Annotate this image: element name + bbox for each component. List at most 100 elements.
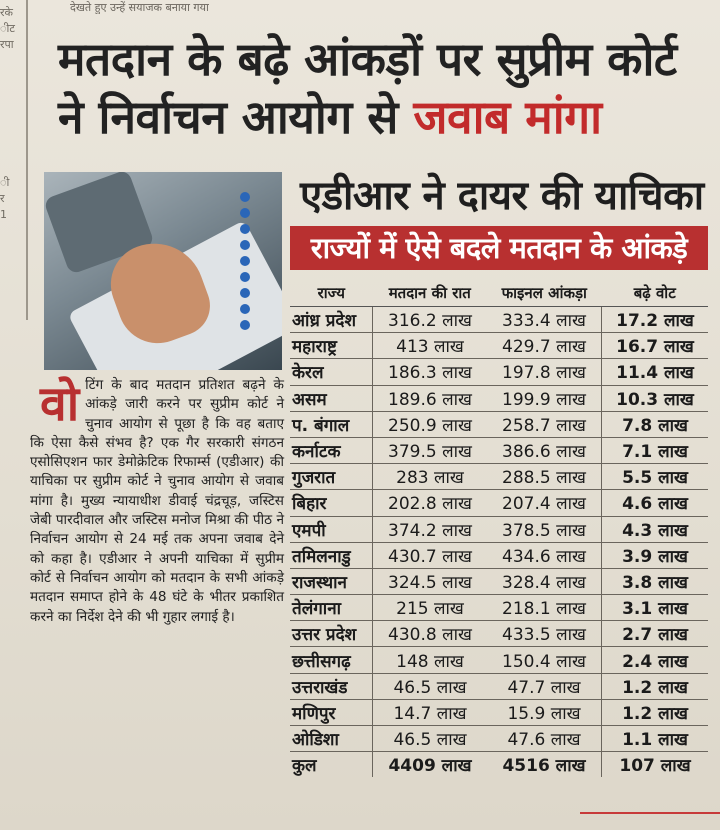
header-increase: बढ़े वोट [601,280,708,307]
cell-increase: 16.7 लाख [601,332,708,360]
headline-line2: ने निर्वाचन आयोग से जवाब मांगा [58,88,708,146]
cell-increase: 2.4 लाख [601,646,708,674]
cell-state: राजस्थान [290,568,373,596]
cell-final: 386.6 लाख [487,437,602,465]
header-poll-night: मतदान की रात [372,280,487,307]
cell-state: ओडिशा [290,725,373,753]
column-divider [26,0,28,320]
cell-increase: 2.7 लाख [601,620,708,648]
cell-increase: 1.1 लाख [601,725,708,753]
table-row: राजस्थान 324.5 लाख 328.4 लाख 3.8 लाख [290,568,708,596]
cell-poll-night: 379.5 लाख [372,437,487,465]
article-text: टिंग के बाद मतदान प्रतिशत बढ़ने के आंकड़… [30,377,284,625]
headline-line1: मतदान के बढ़े आंकड़ों पर सुप्रीम कोर्ट [58,32,677,86]
cell-final: 429.7 लाख [487,332,602,360]
cell-poll-night: 250.9 लाख [372,411,487,438]
dropcap: वो [40,376,80,432]
cell-final: 47.7 लाख [487,673,602,700]
headline: मतदान के बढ़े आंकड़ों पर सुप्रीम कोर्ट न… [58,30,708,146]
cell-state: आंध्र प्रदेश [290,306,373,334]
cell-poll-night: 14.7 लाख [372,699,487,727]
cell-increase: 3.8 लाख [601,568,708,596]
table-row: ओडिशा 46.5 लाख 47.6 लाख 1.1 लाख [290,725,708,753]
table-row: तमिलनाडु 430.7 लाख 434.6 लाख 3.9 लाख [290,542,708,569]
total-cell-final: 4516 लाख [502,756,586,777]
table-row: एमपी 374.2 लाख 378.5 लाख 4.3 लाख [290,516,708,543]
cell-poll-night: 430.8 लाख [372,620,487,648]
table-row: असम 189.6 लाख 199.9 लाख 10.3 लाख [290,385,708,412]
table-row: तेलंगाना 215 लाख 218.1 लाख 3.1 लाख [290,594,708,622]
cell-state: बिहार [290,489,373,517]
cell-final: 47.6 लाख [487,725,602,753]
table-row: महाराष्ट्र 413 लाख 429.7 लाख 16.7 लाख [290,332,708,360]
cell-poll-night: 283 लाख [372,463,487,491]
article-body: वो टिंग के बाद मतदान प्रतिशत बढ़ने के आं… [30,376,284,627]
cell-increase: 17.2 लाख [601,306,708,334]
cell-final: 433.5 लाख [487,620,602,648]
table-row: प. बंगाल 250.9 लाख 258.7 लाख 7.8 लाख [290,411,708,438]
table-header-row: राज्य मतदान की रात फाइनल आंकड़ा बढ़े वोट [290,280,708,307]
header-final: फाइनल आंकड़ा [487,280,602,307]
cell-state: कर्नाटक [290,437,373,465]
cell-state: मणिपुर [290,699,373,727]
cell-increase: 5.5 लाख [601,463,708,491]
top-strip-text: देखते हुए उन्हें सयाजक बनाया गया [70,1,209,14]
table-row: छत्तीसगढ़ 148 लाख 150.4 लाख 2.4 लाख [290,646,708,674]
cell-increase: 4.6 लाख [601,489,708,517]
evm-voting-photo [44,172,282,370]
table-row: गुजरात 283 लाख 288.5 लाख 5.5 लाख [290,463,708,491]
cell-poll-night: 374.2 लाख [372,516,487,543]
table-banner: राज्यों में ऐसे बदले मतदान के आंकड़े [290,226,708,270]
cell-poll-night: 316.2 लाख [372,306,487,334]
cell-final: 333.4 लाख [487,306,602,334]
cell-increase: 1.2 लाख [601,699,708,727]
cell-increase: 11.4 लाख [601,358,708,386]
cell-state: असम [290,385,373,412]
cell-increase: 7.8 लाख [601,411,708,438]
left-fragment: 1 [0,208,7,221]
cell-final: 150.4 लाख [487,646,602,674]
cell-poll-night: 189.6 लाख [372,385,487,412]
table-row: आंध्र प्रदेश 316.2 लाख 333.4 लाख 17.2 लाख [290,306,708,334]
cell-state: एमपी [290,516,373,543]
cell-poll-night: 46.5 लाख [372,725,487,753]
cell-final: 197.8 लाख [487,358,602,386]
cell-final: 378.5 लाख [487,516,602,543]
left-fragment: रके [0,6,13,19]
left-column-fragments: रके ीट रपा ी र 1 [0,0,26,266]
cell-state: महाराष्ट्र [290,332,373,360]
cell-final: 15.9 लाख [487,699,602,727]
table-row: कर्नाटक 379.5 लाख 386.6 लाख 7.1 लाख [290,437,708,465]
cell-final: 199.9 लाख [487,385,602,412]
cell-final: 207.4 लाख [487,489,602,517]
cell-final: 258.7 लाख [487,411,602,438]
cell-poll-night: 215 लाख [372,594,487,622]
cell-state: प. बंगाल [290,411,373,438]
cell-increase: 1.2 लाख [601,673,708,700]
cell-final: 218.1 लाख [487,594,602,622]
vote-data-table: राज्य मतदान की रात फाइनल आंकड़ा बढ़े वोट… [290,280,708,778]
headline-line2-red: जवाब मांगा [413,90,602,144]
cell-increase: 7.1 लाख [601,437,708,465]
left-fragment: रपा [0,38,14,51]
cell-poll-night: 202.8 लाख [372,489,487,517]
cell-increase: 3.1 लाख [601,594,708,622]
cell-increase: 10.3 लाख [601,385,708,412]
total-cell-poll-night: 4409 लाख [372,751,487,778]
cell-poll-night: 46.5 लाख [372,673,487,700]
left-fragment: ी [0,176,10,189]
cell-poll-night: 324.5 लाख [372,568,487,596]
cell-poll-night: 186.3 लाख [372,358,487,386]
table-row: मणिपुर 14.7 लाख 15.9 लाख 1.2 लाख [290,699,708,727]
bottom-red-rule [580,812,720,814]
cell-poll-night: 430.7 लाख [372,542,487,569]
left-fragment: ीट [0,22,15,35]
table-total-row: कुल 4409 लाख 4516 लाख 107 लाख [290,751,708,778]
cell-poll-night: 148 लाख [372,646,487,674]
subheadline: एडीआर ने दायर की याचिका [300,173,704,219]
cell-final: 288.5 लाख [487,463,602,491]
cell-state: केरल [290,358,373,386]
cell-final: 328.4 लाख [487,568,602,596]
table-row: केरल 186.3 लाख 197.8 लाख 11.4 लाख [290,358,708,386]
